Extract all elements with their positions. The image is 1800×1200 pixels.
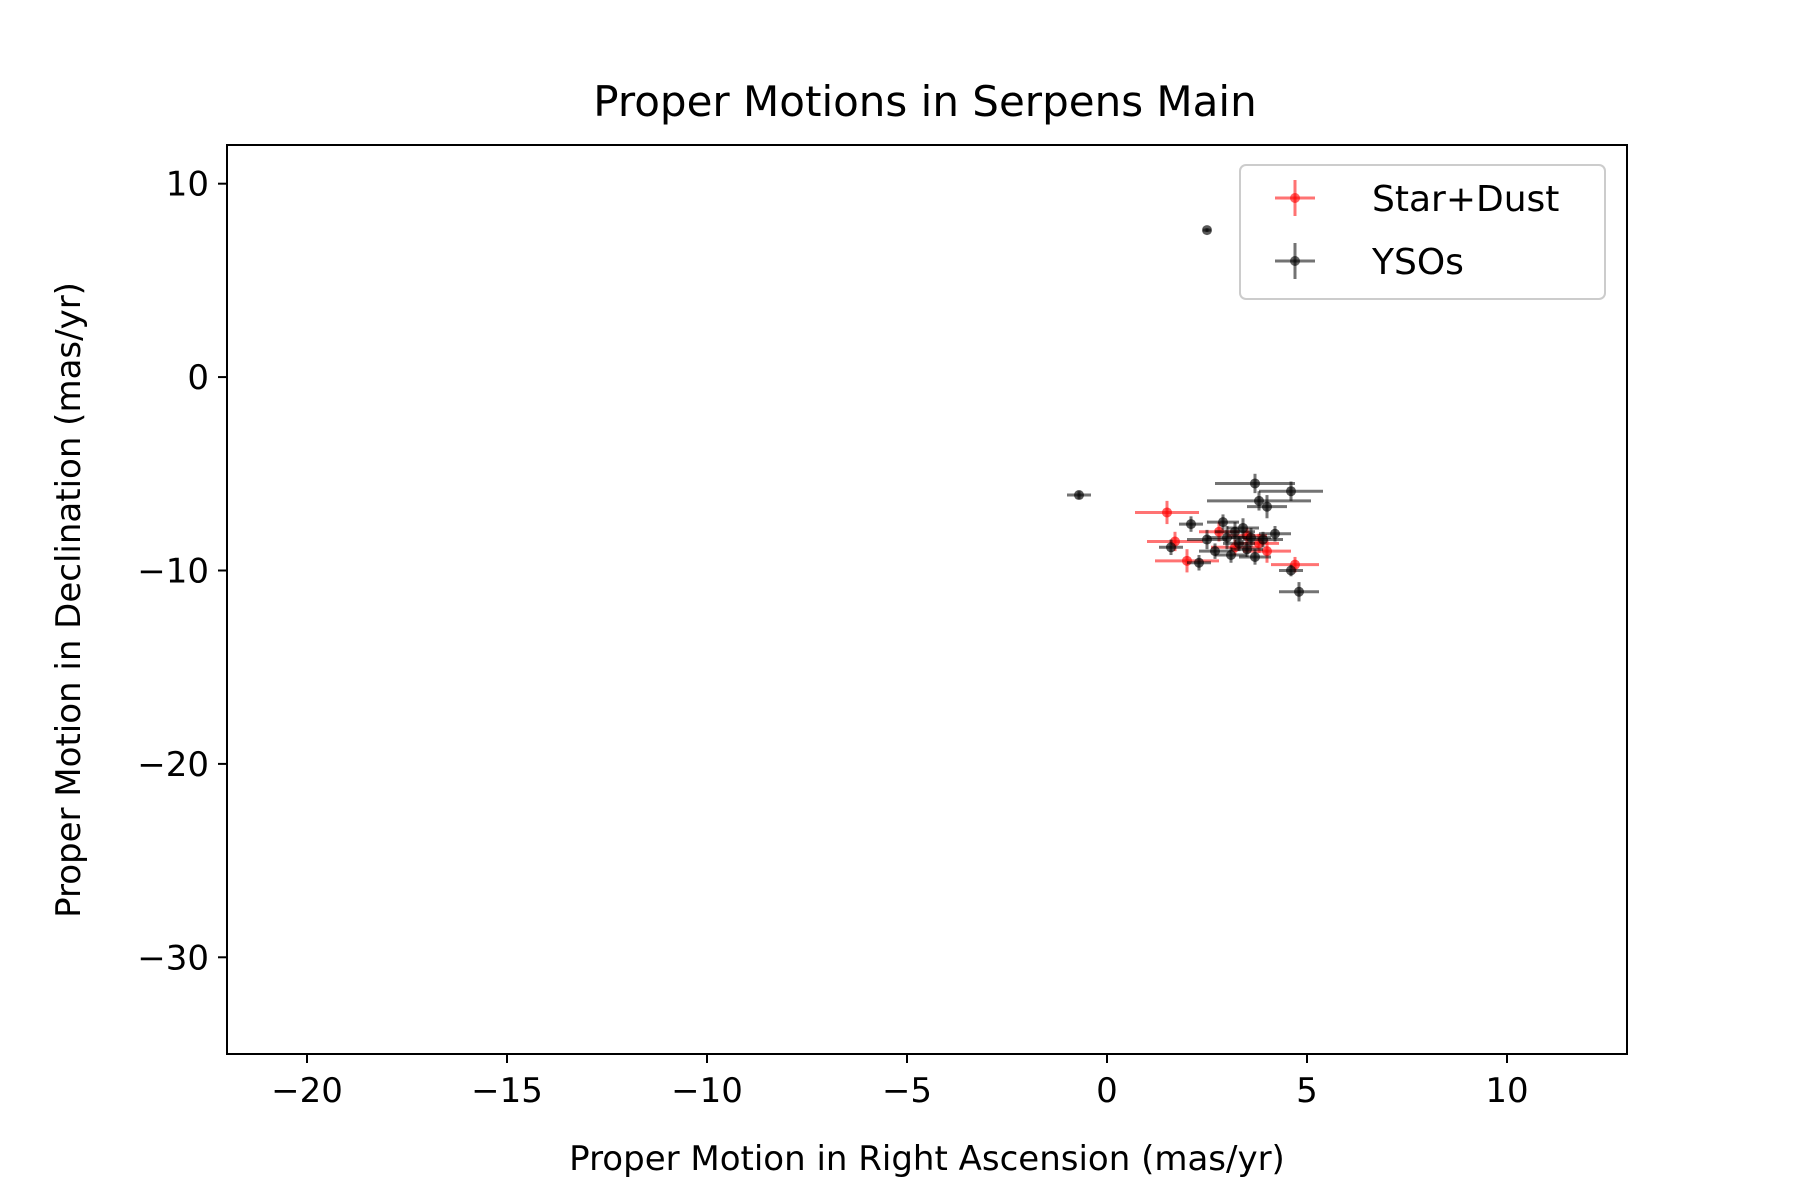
data-point [1186,519,1196,530]
y-tick-label: −30 [137,938,209,978]
plot-area [1067,225,1323,602]
data-point [1250,551,1260,562]
legend-label-star-dust: Star+Dust [1372,179,1559,220]
y-tick-label: −20 [137,745,209,785]
data-point [1218,517,1228,528]
y-tick-label: 0 [187,358,209,398]
legend-entry-ysos: YSOs [1275,242,1464,283]
data-point [1294,586,1304,597]
series-ysos [1067,225,1323,602]
x-tick-label: 10 [1485,1071,1528,1111]
data-point [1270,528,1280,539]
plot-frame [226,144,1628,1055]
y-tick-label: −10 [137,551,209,591]
data-point [1262,501,1272,512]
data-point [1258,534,1268,545]
data-point [1222,532,1232,543]
x-tick-label: 0 [1096,1071,1118,1111]
x-tick-label: −10 [671,1071,743,1111]
data-point [1234,538,1244,549]
data-point [1162,507,1172,518]
legend-box [1239,164,1606,300]
legend-label-ysos: YSOs [1371,242,1464,283]
legend-entry-star-dust: Star+Dust [1275,179,1559,220]
data-point [1254,495,1264,506]
data-point [1286,486,1296,497]
legend: Star+Dust YSOs [1239,164,1606,300]
y-axis: 10 0 −10 −20 −30 [137,165,227,978]
data-point [1262,546,1272,557]
x-tick-label: 5 [1296,1071,1318,1111]
x-tick-label: −20 [271,1071,343,1111]
y-axis-label: Proper Motion in Declination (mas/yr) [49,282,89,918]
legend-marker-dot [1290,193,1300,203]
y-tick-label: 10 [166,165,209,205]
data-point [1074,490,1084,501]
data-point [1202,225,1212,236]
data-point [1194,557,1204,568]
data-point [1202,534,1212,545]
chart-title: Proper Motions in Serpens Main [593,77,1256,126]
data-point [1238,522,1248,533]
x-tick-label: −5 [882,1071,932,1111]
x-axis-label: Proper Motion in Right Ascension (mas/yr… [569,1139,1285,1179]
legend-marker-dot [1290,256,1300,266]
data-point [1182,555,1192,566]
data-point [1286,565,1296,576]
data-point [1166,542,1176,553]
x-axis: −20 −15 −10 −5 0 5 10 [271,1054,1529,1111]
data-point [1250,478,1260,489]
data-point [1246,532,1256,543]
x-tick-label: −15 [471,1071,543,1111]
data-point [1226,550,1236,561]
